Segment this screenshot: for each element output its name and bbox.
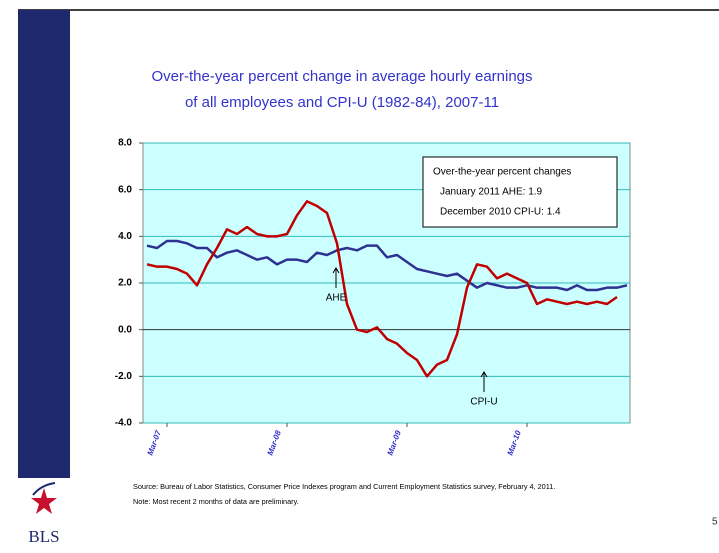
logo-star bbox=[31, 488, 57, 514]
y-tick-label: 0.0 bbox=[118, 324, 132, 335]
info-box bbox=[422, 156, 618, 228]
annotation-arrowhead bbox=[332, 267, 340, 274]
footnote: Note: Most recent 2 months of data are p… bbox=[133, 497, 299, 506]
info-line: December 2010 CPI-U: 1.4 bbox=[440, 207, 561, 218]
x-tick-label: Mar-08 bbox=[266, 429, 283, 457]
info-line: January 2011 AHE: 1.9 bbox=[440, 187, 543, 198]
y-tick-label: -4.0 bbox=[115, 418, 133, 429]
bls-logo: BLS bbox=[28, 482, 60, 546]
x-tick-label: Mar-07 bbox=[146, 429, 163, 457]
data-line bbox=[146, 200, 618, 378]
series-label: AHE bbox=[326, 293, 347, 304]
chart-title: of all employees and CPI-U (1982-84), 20… bbox=[185, 94, 499, 111]
info-line: Over-the-year percent changes bbox=[433, 167, 571, 178]
y-tick-label: 4.0 bbox=[118, 231, 132, 242]
x-tick-label: Mar-10 bbox=[506, 429, 523, 457]
logo-swoosh bbox=[32, 482, 56, 496]
y-tick-label: -2.0 bbox=[115, 371, 133, 382]
logo-text: BLS bbox=[28, 527, 59, 546]
y-tick-label: 8.0 bbox=[118, 138, 132, 149]
sidebar bbox=[18, 10, 70, 478]
annotation-arrowhead bbox=[480, 371, 488, 378]
chart-title: Over-the-year percent change in average … bbox=[151, 68, 532, 85]
source-note: Source: Bureau of Labor Statistics, Cons… bbox=[133, 482, 555, 491]
y-tick-label: 2.0 bbox=[118, 278, 132, 289]
y-tick-label: 6.0 bbox=[118, 184, 132, 195]
data-line bbox=[146, 239, 628, 292]
series-label: CPI-U bbox=[470, 397, 497, 408]
page-number: 5 bbox=[712, 517, 718, 528]
x-tick-label: Mar-09 bbox=[386, 429, 403, 457]
